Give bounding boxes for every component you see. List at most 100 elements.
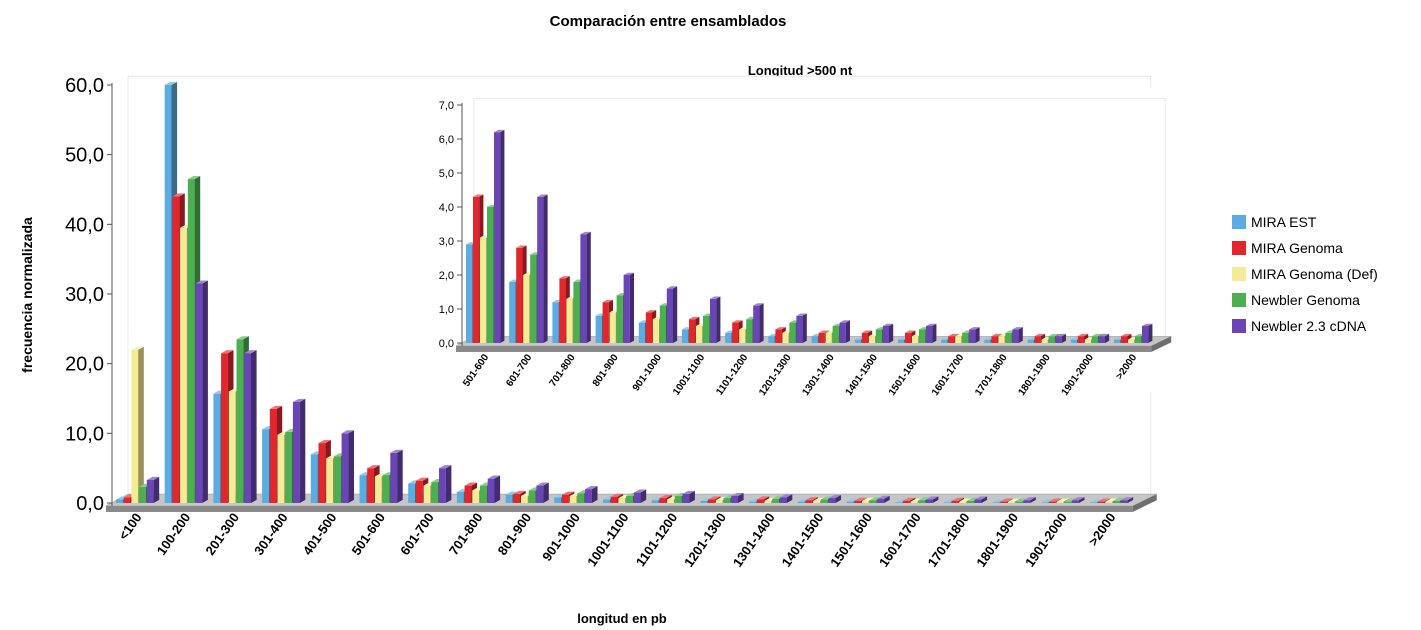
bar-front: [124, 497, 131, 503]
legend-label: MIRA Genoma: [1251, 240, 1343, 256]
bar-front: [165, 85, 172, 503]
legend-swatch: [1232, 267, 1246, 281]
bar-front: [862, 501, 869, 503]
bar-front: [480, 486, 487, 503]
bar: [585, 486, 597, 503]
bar-front: [984, 340, 990, 343]
bar-front: [967, 501, 974, 503]
legend-swatch: [1232, 319, 1246, 333]
bar-side: [300, 399, 306, 503]
bar-front: [626, 496, 633, 503]
bar-front: [509, 282, 515, 343]
x-tick-label: 1101-1200: [633, 510, 681, 569]
bar-front: [854, 501, 861, 503]
bar-front: [1128, 340, 1134, 343]
bar-front: [342, 433, 349, 503]
y-tick-label: 20,0: [65, 354, 104, 376]
bar-front: [457, 492, 464, 503]
bar-front: [703, 316, 709, 343]
bar-front: [903, 501, 910, 503]
bar-front: [244, 353, 251, 503]
bar: [147, 477, 159, 503]
bar-side: [803, 314, 807, 344]
bar-front: [634, 493, 641, 503]
bar: [293, 399, 305, 503]
bar-front: [746, 319, 752, 343]
bar-front: [1090, 502, 1097, 503]
bar-front: [806, 500, 813, 503]
bar-front: [554, 497, 561, 503]
y-tick-label: 40,0: [65, 214, 104, 236]
bar-front: [780, 497, 787, 503]
bar-front: [829, 498, 836, 503]
bar-front: [870, 500, 877, 503]
legend-item: MIRA EST: [1232, 214, 1317, 230]
bar-front: [877, 499, 884, 503]
bar-front: [196, 284, 203, 503]
bar-side: [154, 477, 160, 503]
bar-front: [487, 207, 493, 343]
bar-front: [959, 502, 966, 503]
y-tick-label: 4,0: [439, 202, 454, 214]
bar-front: [768, 336, 774, 343]
bar-front: [610, 312, 616, 343]
x-tick-label: <100: [116, 510, 145, 543]
main-y-axis-label: frecuencia normalizada: [19, 217, 35, 373]
legend-label: Newbler 2.3 cDNA: [1251, 318, 1367, 334]
bar: [926, 324, 936, 343]
bar-front: [180, 228, 187, 503]
bar-front: [516, 248, 522, 343]
bar-front: [513, 494, 520, 503]
bar-front: [611, 497, 618, 503]
bar-front: [955, 336, 961, 343]
bar-front: [919, 329, 925, 343]
bar-front: [147, 480, 154, 503]
bar-front: [139, 487, 146, 503]
bar-front: [826, 333, 832, 343]
bar-front: [466, 244, 472, 343]
bar: [439, 465, 451, 503]
y-tick-label: 1,0: [439, 304, 454, 316]
bar-front: [472, 490, 479, 503]
bar-front: [552, 302, 558, 343]
x-tick-label: 301-400: [251, 510, 291, 558]
bar: [537, 195, 547, 344]
bar-front: [993, 502, 1000, 503]
legend-item: Newbler 2.3 cDNA: [1232, 318, 1367, 334]
x-tick-label: 501-600: [348, 510, 388, 558]
x-tick-label: 1001-1100: [584, 510, 632, 569]
y-tick-label: 0,0: [439, 338, 454, 350]
y-tick-label: 60,0: [65, 75, 104, 97]
bar-front: [765, 501, 772, 503]
x-tick-label: 1201-1300: [681, 510, 729, 570]
bar-front: [319, 443, 326, 503]
bar-front: [1005, 333, 1011, 343]
main-x-axis-label: longitud en pb: [577, 611, 667, 626]
bar-front: [473, 197, 479, 343]
bar-front: [912, 336, 918, 343]
bar-front: [530, 255, 536, 343]
bar: [667, 286, 677, 343]
bar-front: [696, 326, 702, 343]
x-tick-label: 601-700: [397, 510, 437, 558]
bar-front: [905, 333, 911, 343]
bar-front: [716, 500, 723, 503]
bar-side: [202, 281, 208, 504]
bar-side: [846, 320, 850, 343]
bar-front: [969, 329, 975, 343]
bar-front: [1113, 501, 1120, 503]
bar-front: [116, 500, 123, 503]
bar-front: [847, 502, 854, 503]
bar-front: [724, 498, 731, 503]
bar-side: [446, 465, 452, 503]
bar-front: [998, 336, 1004, 343]
bar-side: [348, 430, 354, 503]
bar-front: [819, 333, 825, 343]
x-tick-label: 1501-1600: [827, 510, 875, 570]
x-tick-label: 401-500: [300, 510, 340, 558]
x-tick-label: 1401-1500: [779, 510, 827, 570]
legend-label: MIRA Genoma (Def): [1251, 266, 1378, 282]
bar: [342, 430, 354, 503]
x-tick-label: 801-900: [495, 510, 535, 558]
